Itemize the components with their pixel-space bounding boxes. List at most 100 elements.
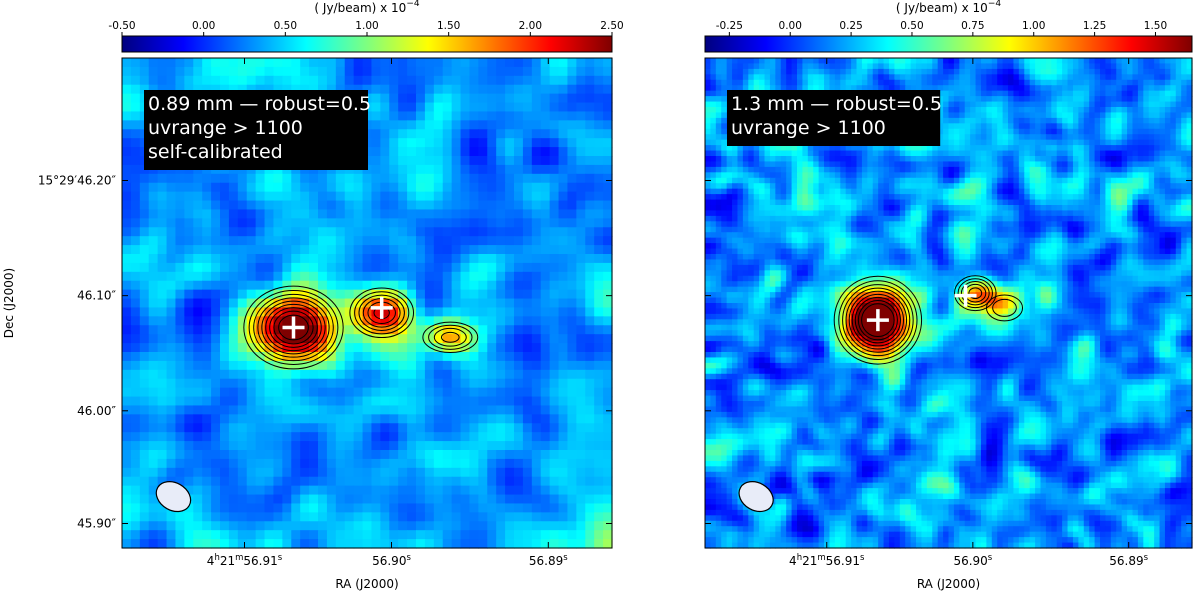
contour-line [358, 294, 405, 331]
heatmap-cell [1137, 58, 1144, 65]
heatmap-cell [883, 156, 890, 163]
heatmap-cell [567, 129, 577, 139]
heatmap-cell [786, 145, 793, 152]
heatmap-cell [184, 423, 194, 433]
heatmap-cell [1110, 112, 1117, 119]
heatmap-cell [407, 218, 417, 228]
heatmap-cell [948, 79, 955, 86]
heatmap-cell [1127, 161, 1134, 168]
heatmap-cell [228, 467, 239, 478]
heatmap-cell [1018, 96, 1025, 103]
heatmap-cell [246, 360, 257, 371]
heatmap-cell [344, 200, 355, 211]
heatmap-cell [576, 173, 586, 184]
contour-line [349, 287, 415, 339]
heatmap-cell [1040, 161, 1047, 168]
heatmap-cell [1132, 150, 1139, 157]
heatmap-cell [193, 432, 203, 442]
heatmap-cell [775, 85, 782, 92]
heatmap-cell [505, 58, 515, 68]
heatmap-cell [193, 307, 203, 317]
heatmap-cell [228, 343, 239, 353]
heatmap-cell [228, 325, 239, 335]
heatmap-cell [1132, 68, 1139, 75]
heatmap-cell [943, 96, 950, 103]
heatmap-cell [1148, 79, 1155, 86]
heatmap-cell [522, 245, 533, 255]
heatmap-cell [1143, 74, 1150, 81]
heatmap-cell [451, 334, 462, 344]
heatmap-cell [469, 138, 479, 148]
heatmap-cell [139, 432, 150, 442]
heatmap-cell [603, 360, 613, 371]
heatmap-cell [1121, 134, 1128, 141]
heatmap-cell [567, 450, 577, 460]
heatmap-cell [122, 494, 132, 505]
heatmap-cell [1181, 107, 1188, 114]
heatmap-cell [424, 173, 435, 184]
heatmap-cell [202, 352, 212, 362]
heatmap-cell [943, 123, 950, 130]
heatmap-cell [487, 58, 497, 68]
heatmap-cell [1051, 139, 1058, 146]
heatmap-cell [424, 138, 435, 148]
heatmap-cell [748, 58, 755, 65]
heatmap-cell [442, 316, 453, 326]
heatmap-cell [157, 325, 168, 335]
heatmap-cell [362, 352, 373, 362]
heatmap-cell [380, 458, 390, 469]
heatmap-cell [469, 334, 479, 344]
heatmap-cell [353, 494, 364, 505]
heatmap-cell [371, 432, 381, 442]
heatmap-cell [845, 161, 852, 168]
heatmap-cell [122, 316, 132, 326]
heatmap-cell [986, 123, 993, 130]
heatmap-cell [959, 63, 966, 70]
heatmap-cell [407, 343, 417, 353]
heatmap-cell [184, 476, 194, 487]
heatmap-cell [585, 271, 595, 282]
heatmap-cell [273, 476, 283, 487]
heatmap-cell [943, 63, 950, 70]
heatmap-cell [175, 352, 185, 362]
heatmap-cell [237, 458, 248, 469]
heatmap-cell [1105, 85, 1112, 92]
heatmap-cell [910, 166, 917, 173]
heatmap-cell [576, 476, 586, 487]
heatmap-cell [522, 360, 533, 371]
heatmap-cell [1132, 112, 1139, 119]
heatmap-cell [721, 117, 728, 124]
heatmap-cell [721, 150, 728, 157]
heatmap-cell [1170, 58, 1177, 65]
heatmap-cell [264, 254, 275, 264]
heatmap-cell [1100, 128, 1107, 135]
heatmap-cell [220, 512, 230, 522]
heatmap-cell [1132, 161, 1139, 168]
heatmap-cell [1137, 68, 1144, 75]
heatmap-cell [130, 182, 141, 193]
heatmap-cell [1164, 58, 1171, 65]
heatmap-cell [851, 150, 858, 157]
heatmap-cell [220, 200, 230, 211]
heatmap-cell [786, 68, 793, 75]
heatmap-cell [442, 458, 453, 469]
heatmap-cell [228, 227, 239, 237]
heatmap-cell [318, 485, 328, 496]
heatmap-cell [353, 512, 364, 522]
heatmap-cell [433, 271, 444, 282]
heatmap-cell [888, 68, 895, 75]
heatmap-cell [1078, 150, 1085, 157]
x-axis-label-left: RA (J2000) [335, 577, 398, 591]
heatmap-cell [380, 423, 390, 433]
heatmap-cell [732, 63, 739, 70]
heatmap-cell [1040, 166, 1047, 173]
heatmap-cell [166, 307, 177, 317]
heatmap-cell [237, 450, 248, 460]
heatmap-cell [237, 66, 248, 77]
heatmap-cell [353, 343, 364, 353]
heatmap-cell [130, 387, 141, 398]
heatmap-cell [975, 128, 982, 135]
heatmap-cell [576, 343, 586, 353]
heatmap-cell [389, 476, 399, 487]
heatmap-cell [775, 166, 782, 173]
